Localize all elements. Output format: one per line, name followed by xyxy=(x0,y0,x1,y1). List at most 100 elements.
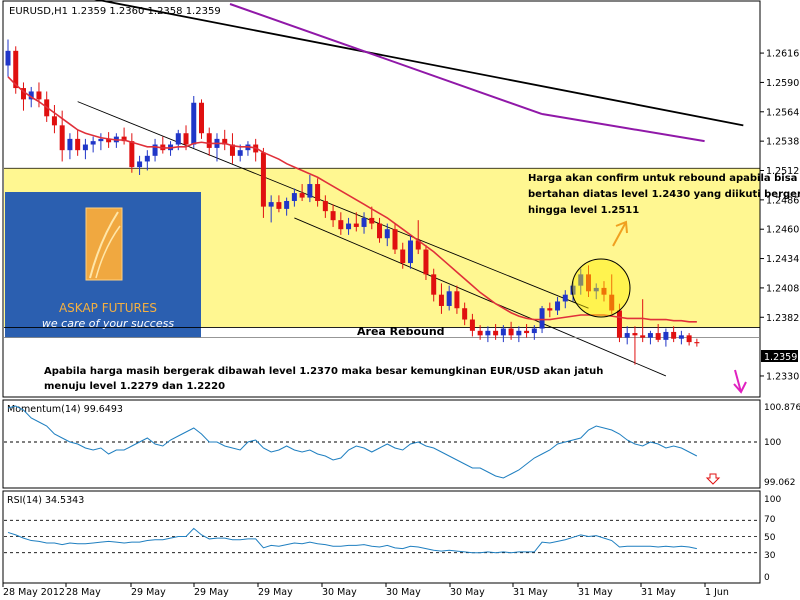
candle-body xyxy=(377,223,383,239)
candle-body xyxy=(469,319,475,331)
candle-body xyxy=(98,138,104,142)
note-lower-line-2: menuju level 1.2279 dan 1.2220 xyxy=(44,381,225,392)
candle-body xyxy=(206,133,212,148)
price-tick-label: 1.2408 xyxy=(766,283,799,294)
candle-body xyxy=(346,223,352,230)
logo-company: ASKAP FUTURES xyxy=(59,301,157,315)
candle-body xyxy=(322,200,328,212)
candle-body xyxy=(137,161,143,168)
momentum-label: Momentum(14) 99.6493 xyxy=(7,404,123,415)
logo-emblem xyxy=(85,207,123,281)
candle-body xyxy=(694,342,700,344)
candle-body xyxy=(369,217,375,224)
askap-logo: ASKAP FUTURES we care of your success xyxy=(5,192,201,338)
candle-body xyxy=(493,330,499,336)
momentum-tick-top: 100.8768 xyxy=(764,403,800,413)
ma-long-line xyxy=(541,113,705,143)
time-tick-label: 31 May xyxy=(578,587,613,598)
price-tick-label: 1.2382 xyxy=(766,313,799,324)
candle-body xyxy=(144,155,150,162)
time-tick-label: 29 May xyxy=(258,587,293,598)
candle-body xyxy=(454,291,460,309)
candle-body xyxy=(578,274,584,286)
candle-body xyxy=(562,294,568,302)
time-tick-label: 30 May xyxy=(450,587,485,598)
time-tick-label: 31 May xyxy=(641,587,676,598)
candle-body xyxy=(400,249,406,264)
candle-body xyxy=(663,331,669,340)
candle-body xyxy=(438,294,444,306)
rebound-zone-label: Area Rebound xyxy=(357,325,445,338)
time-tick-label: 30 May xyxy=(322,587,357,598)
momentum-indicator xyxy=(4,405,760,479)
candle-body xyxy=(609,294,615,311)
candle-body xyxy=(307,184,313,198)
price-tick-label: 1.2564 xyxy=(766,107,799,118)
candle-body xyxy=(315,184,321,201)
candle-body xyxy=(570,285,576,295)
momentum-panel-frame xyxy=(2,399,761,489)
candle-body xyxy=(547,308,553,311)
price-tick-label: 1.2486 xyxy=(766,195,799,206)
candle-body xyxy=(338,220,344,230)
time-tick-label: 29 May xyxy=(131,587,166,598)
candle-body xyxy=(229,144,235,156)
price-tick-label: 1.2538 xyxy=(766,137,799,148)
price-panel-frame xyxy=(2,0,761,398)
time-tick-label: 28 May xyxy=(66,587,101,598)
rsi-line xyxy=(7,527,697,554)
time-axis: 28 May 2012 28 May 29 May 29 May 29 May 30 Ma… xyxy=(2,583,729,598)
price-tick-label: 1.2590 xyxy=(766,78,799,89)
candle-body xyxy=(299,193,305,198)
candle-body xyxy=(423,249,429,275)
time-tick-label: 31 May xyxy=(513,587,548,598)
candle-body xyxy=(5,50,11,66)
candle-body xyxy=(291,193,297,201)
moving-averages xyxy=(7,3,705,323)
candle-body xyxy=(330,211,336,221)
time-tick-label: 29 May xyxy=(194,587,229,598)
candle-body xyxy=(586,274,591,292)
time-tick-label: 30 May xyxy=(386,587,421,598)
candle-body xyxy=(508,328,514,336)
candle-body xyxy=(175,133,181,145)
candle-body xyxy=(268,202,274,207)
chart-title: EURUSD,H1 1.2359 1.2360 1.2358 1.2359 xyxy=(9,6,221,17)
candle-body xyxy=(20,88,26,100)
logo-tagline: we care of your success xyxy=(42,317,174,330)
candle-body xyxy=(237,150,243,156)
candle-body xyxy=(415,240,421,250)
candle-body xyxy=(384,229,390,239)
price-tick-label: 1.2330 xyxy=(766,371,799,382)
candle-body xyxy=(36,91,42,100)
candle-body xyxy=(407,240,413,264)
ma-long-line xyxy=(229,3,543,115)
up-arrow-icon xyxy=(612,220,628,247)
candle-body xyxy=(121,136,127,142)
candle-body xyxy=(624,333,630,338)
candle-body xyxy=(686,335,692,343)
horizontal-levels xyxy=(4,167,760,338)
candle-body xyxy=(632,333,638,336)
note-upper-line-2: bertahan diatas level 1.2430 yang diikut… xyxy=(528,189,800,200)
candle-body xyxy=(260,152,266,207)
candle-body xyxy=(28,91,34,100)
price-tick-label: 1.2460 xyxy=(766,225,799,236)
candle-body xyxy=(640,335,646,338)
rsi-tick-30: 30 xyxy=(764,551,776,561)
note-lower-line-1: Apabila harga masih bergerak dibawah lev… xyxy=(44,366,603,377)
candle-body xyxy=(222,138,228,145)
logo-emblem-stroke xyxy=(95,225,121,279)
candle-body xyxy=(671,331,677,339)
candle-body xyxy=(82,144,88,151)
logo-emblem-stroke xyxy=(89,211,119,279)
candle-body xyxy=(67,138,73,151)
candle-body xyxy=(13,50,19,89)
time-tick-label: 1 Jun xyxy=(705,587,729,598)
candle-body xyxy=(59,125,65,151)
rsi-tick-0: 0 xyxy=(764,573,770,583)
rsi-label: RSI(14) 34.5343 xyxy=(7,495,84,506)
candle-body xyxy=(353,223,359,227)
ma-short-line xyxy=(7,76,697,323)
